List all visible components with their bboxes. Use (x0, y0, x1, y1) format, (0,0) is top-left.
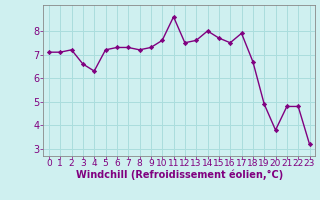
X-axis label: Windchill (Refroidissement éolien,°C): Windchill (Refroidissement éolien,°C) (76, 170, 283, 180)
